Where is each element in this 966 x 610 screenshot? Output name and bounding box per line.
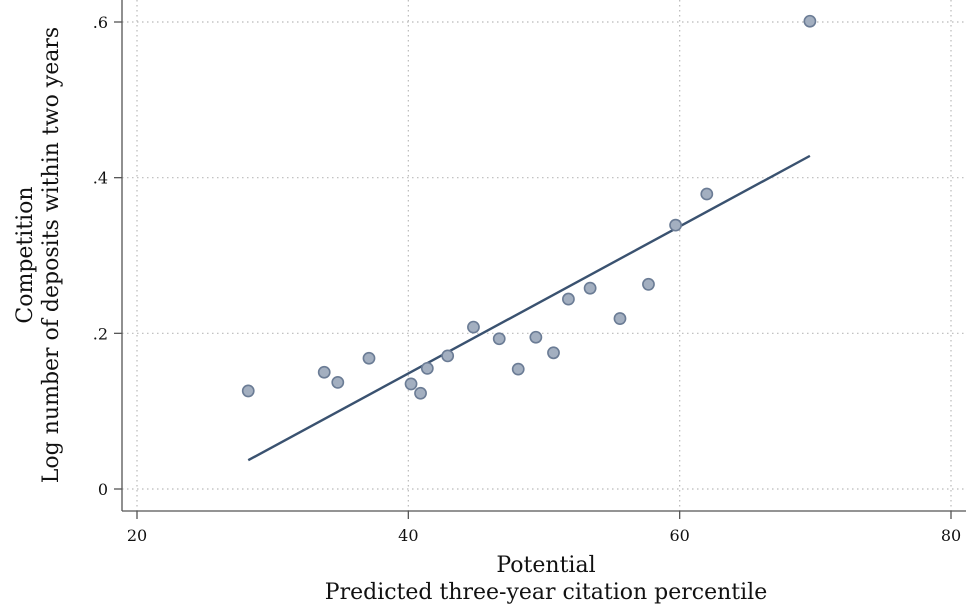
fit-line-group <box>247 154 811 462</box>
scatter-point <box>529 330 543 344</box>
scatter-point <box>562 292 575 306</box>
grid <box>122 0 966 511</box>
y-tick-label: .2 <box>93 324 108 343</box>
scatter-point <box>492 332 506 346</box>
y-tick-label: 0 <box>98 480 108 499</box>
points <box>241 14 817 400</box>
scatter-point <box>331 375 345 389</box>
scatter-point <box>511 362 525 376</box>
scatter-point <box>241 384 255 398</box>
x-axis-title-line-2: Predicted three-year citation percentile <box>325 580 767 605</box>
scatter-point <box>362 351 376 365</box>
scatter-point <box>547 346 560 360</box>
y-tick-label: .6 <box>93 13 108 32</box>
scatter-point <box>404 377 418 391</box>
scatter-point <box>317 365 331 379</box>
x-tick-label: 80 <box>941 526 961 545</box>
x-tick-label: 20 <box>127 526 147 545</box>
x-ticks: 20 40 60 80 <box>127 511 961 545</box>
scatter-point <box>420 361 434 375</box>
y-axis-title-line-2: Log number of deposits within two years <box>39 27 64 483</box>
axes <box>121 0 966 512</box>
scatter-point <box>414 386 427 400</box>
x-axis-title-line-1: Potential <box>496 553 595 578</box>
scatter-point <box>441 349 455 363</box>
scatter-point <box>803 14 817 28</box>
scatter-point <box>700 187 714 201</box>
scatter-point <box>583 281 597 295</box>
scatter-point <box>669 218 682 232</box>
scatter-point <box>642 277 655 291</box>
y-axis-title-line-1: Competition <box>13 186 38 323</box>
x-tick-label: 60 <box>669 526 689 545</box>
scatter-point <box>467 320 480 334</box>
y-ticks: 0 .2 .4 .6 <box>93 13 122 499</box>
x-tick-label: 40 <box>398 526 418 545</box>
y-tick-label: .4 <box>93 169 108 188</box>
scatter-point <box>613 312 627 325</box>
fitted-line <box>247 154 811 462</box>
